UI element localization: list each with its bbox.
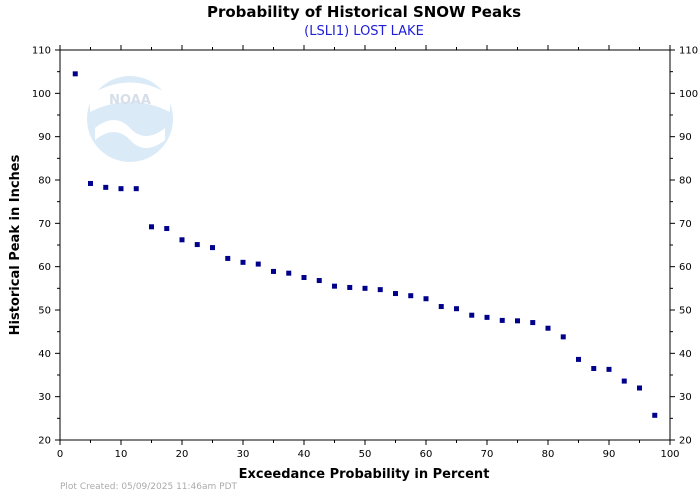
- y-tick-label-right: 90: [679, 132, 692, 143]
- x-tick-label: 80: [542, 449, 555, 460]
- y-tick-label-left: 30: [38, 392, 51, 403]
- data-point: [194, 242, 200, 248]
- data-point: [103, 184, 109, 190]
- y-tick-label-right: 20: [679, 436, 692, 447]
- y-tick-label-left: 80: [38, 176, 51, 187]
- y-tick-label-left: 50: [38, 306, 51, 317]
- data-point: [149, 224, 154, 230]
- x-tick-label: 90: [603, 449, 616, 460]
- data-point: [301, 275, 307, 280]
- plot-created-footer: Plot Created: 05/09/2025 11:46am PDT: [60, 482, 238, 492]
- y-tick-label-left: 60: [38, 262, 51, 273]
- data-point: [164, 226, 170, 232]
- y-tick-label-left: 110: [32, 46, 51, 57]
- data-point: [393, 291, 398, 297]
- data-point: [591, 366, 597, 371]
- x-tick-label: 30: [237, 449, 250, 460]
- y-axis-title: Historical Peak in Inches: [8, 154, 23, 335]
- data-point: [469, 312, 475, 318]
- y-tick-label-right: 100: [679, 89, 698, 100]
- x-tick-label: 60: [420, 449, 433, 460]
- y-tick-label-right: 70: [679, 219, 692, 230]
- data-point: [621, 378, 627, 384]
- y-tick-label-left: 20: [38, 436, 51, 447]
- y-tick-label-left: 90: [38, 132, 51, 143]
- noaa-logo-icon: NOAA: [87, 76, 173, 162]
- data-point: [133, 186, 139, 192]
- data-point: [362, 285, 368, 291]
- data-point: [499, 317, 505, 323]
- data-point: [652, 412, 658, 418]
- data-point: [286, 270, 292, 276]
- data-point: [377, 287, 383, 293]
- y-tick-label-left: 100: [32, 89, 51, 100]
- data-point: [88, 180, 93, 186]
- x-tick-label: 10: [115, 449, 128, 460]
- data-point: [530, 320, 536, 326]
- x-tick-label: 50: [359, 449, 372, 460]
- data-point: [347, 284, 353, 290]
- data-point: [423, 296, 429, 302]
- data-points-group: [72, 71, 658, 418]
- y-tick-label-right: 60: [679, 262, 692, 273]
- data-point: [576, 356, 581, 362]
- chart-title: Probability of Historical SNOW Peaks: [207, 3, 521, 21]
- data-point: [210, 245, 215, 251]
- data-point: [545, 325, 551, 331]
- data-point: [408, 293, 414, 299]
- y-tick-label-right: 110: [679, 46, 698, 57]
- y-tick-label-right: 40: [679, 349, 692, 360]
- data-point: [332, 283, 337, 289]
- x-tick-label: 20: [176, 449, 189, 460]
- data-point: [637, 385, 642, 391]
- y-tick-label-left: 70: [38, 219, 51, 230]
- x-axis-title: Exceedance Probability in Percent: [239, 467, 490, 482]
- x-tick-label: 40: [298, 449, 311, 460]
- data-point: [225, 255, 231, 261]
- y-tick-label-right: 80: [679, 176, 692, 187]
- data-point: [438, 304, 444, 310]
- data-point: [560, 334, 566, 340]
- data-point: [316, 278, 322, 284]
- data-point: [240, 259, 246, 265]
- data-point: [515, 318, 520, 324]
- data-point: [118, 186, 124, 192]
- y-tick-label-right: 30: [679, 392, 692, 403]
- data-point: [484, 314, 490, 320]
- data-point: [255, 261, 261, 267]
- x-tick-label: 0: [57, 449, 63, 460]
- data-point: [72, 71, 78, 77]
- data-point: [606, 366, 612, 372]
- data-point: [179, 237, 185, 243]
- x-tick-label: 70: [481, 449, 494, 460]
- data-point: [454, 306, 459, 312]
- noaa-logo-text: NOAA: [109, 93, 151, 108]
- data-point: [271, 268, 276, 274]
- y-tick-label-left: 40: [38, 349, 51, 360]
- x-tick-label: 100: [660, 449, 679, 460]
- y-tick-label-right: 50: [679, 306, 692, 317]
- chart-subtitle: (LSLI1) LOST LAKE: [304, 24, 424, 39]
